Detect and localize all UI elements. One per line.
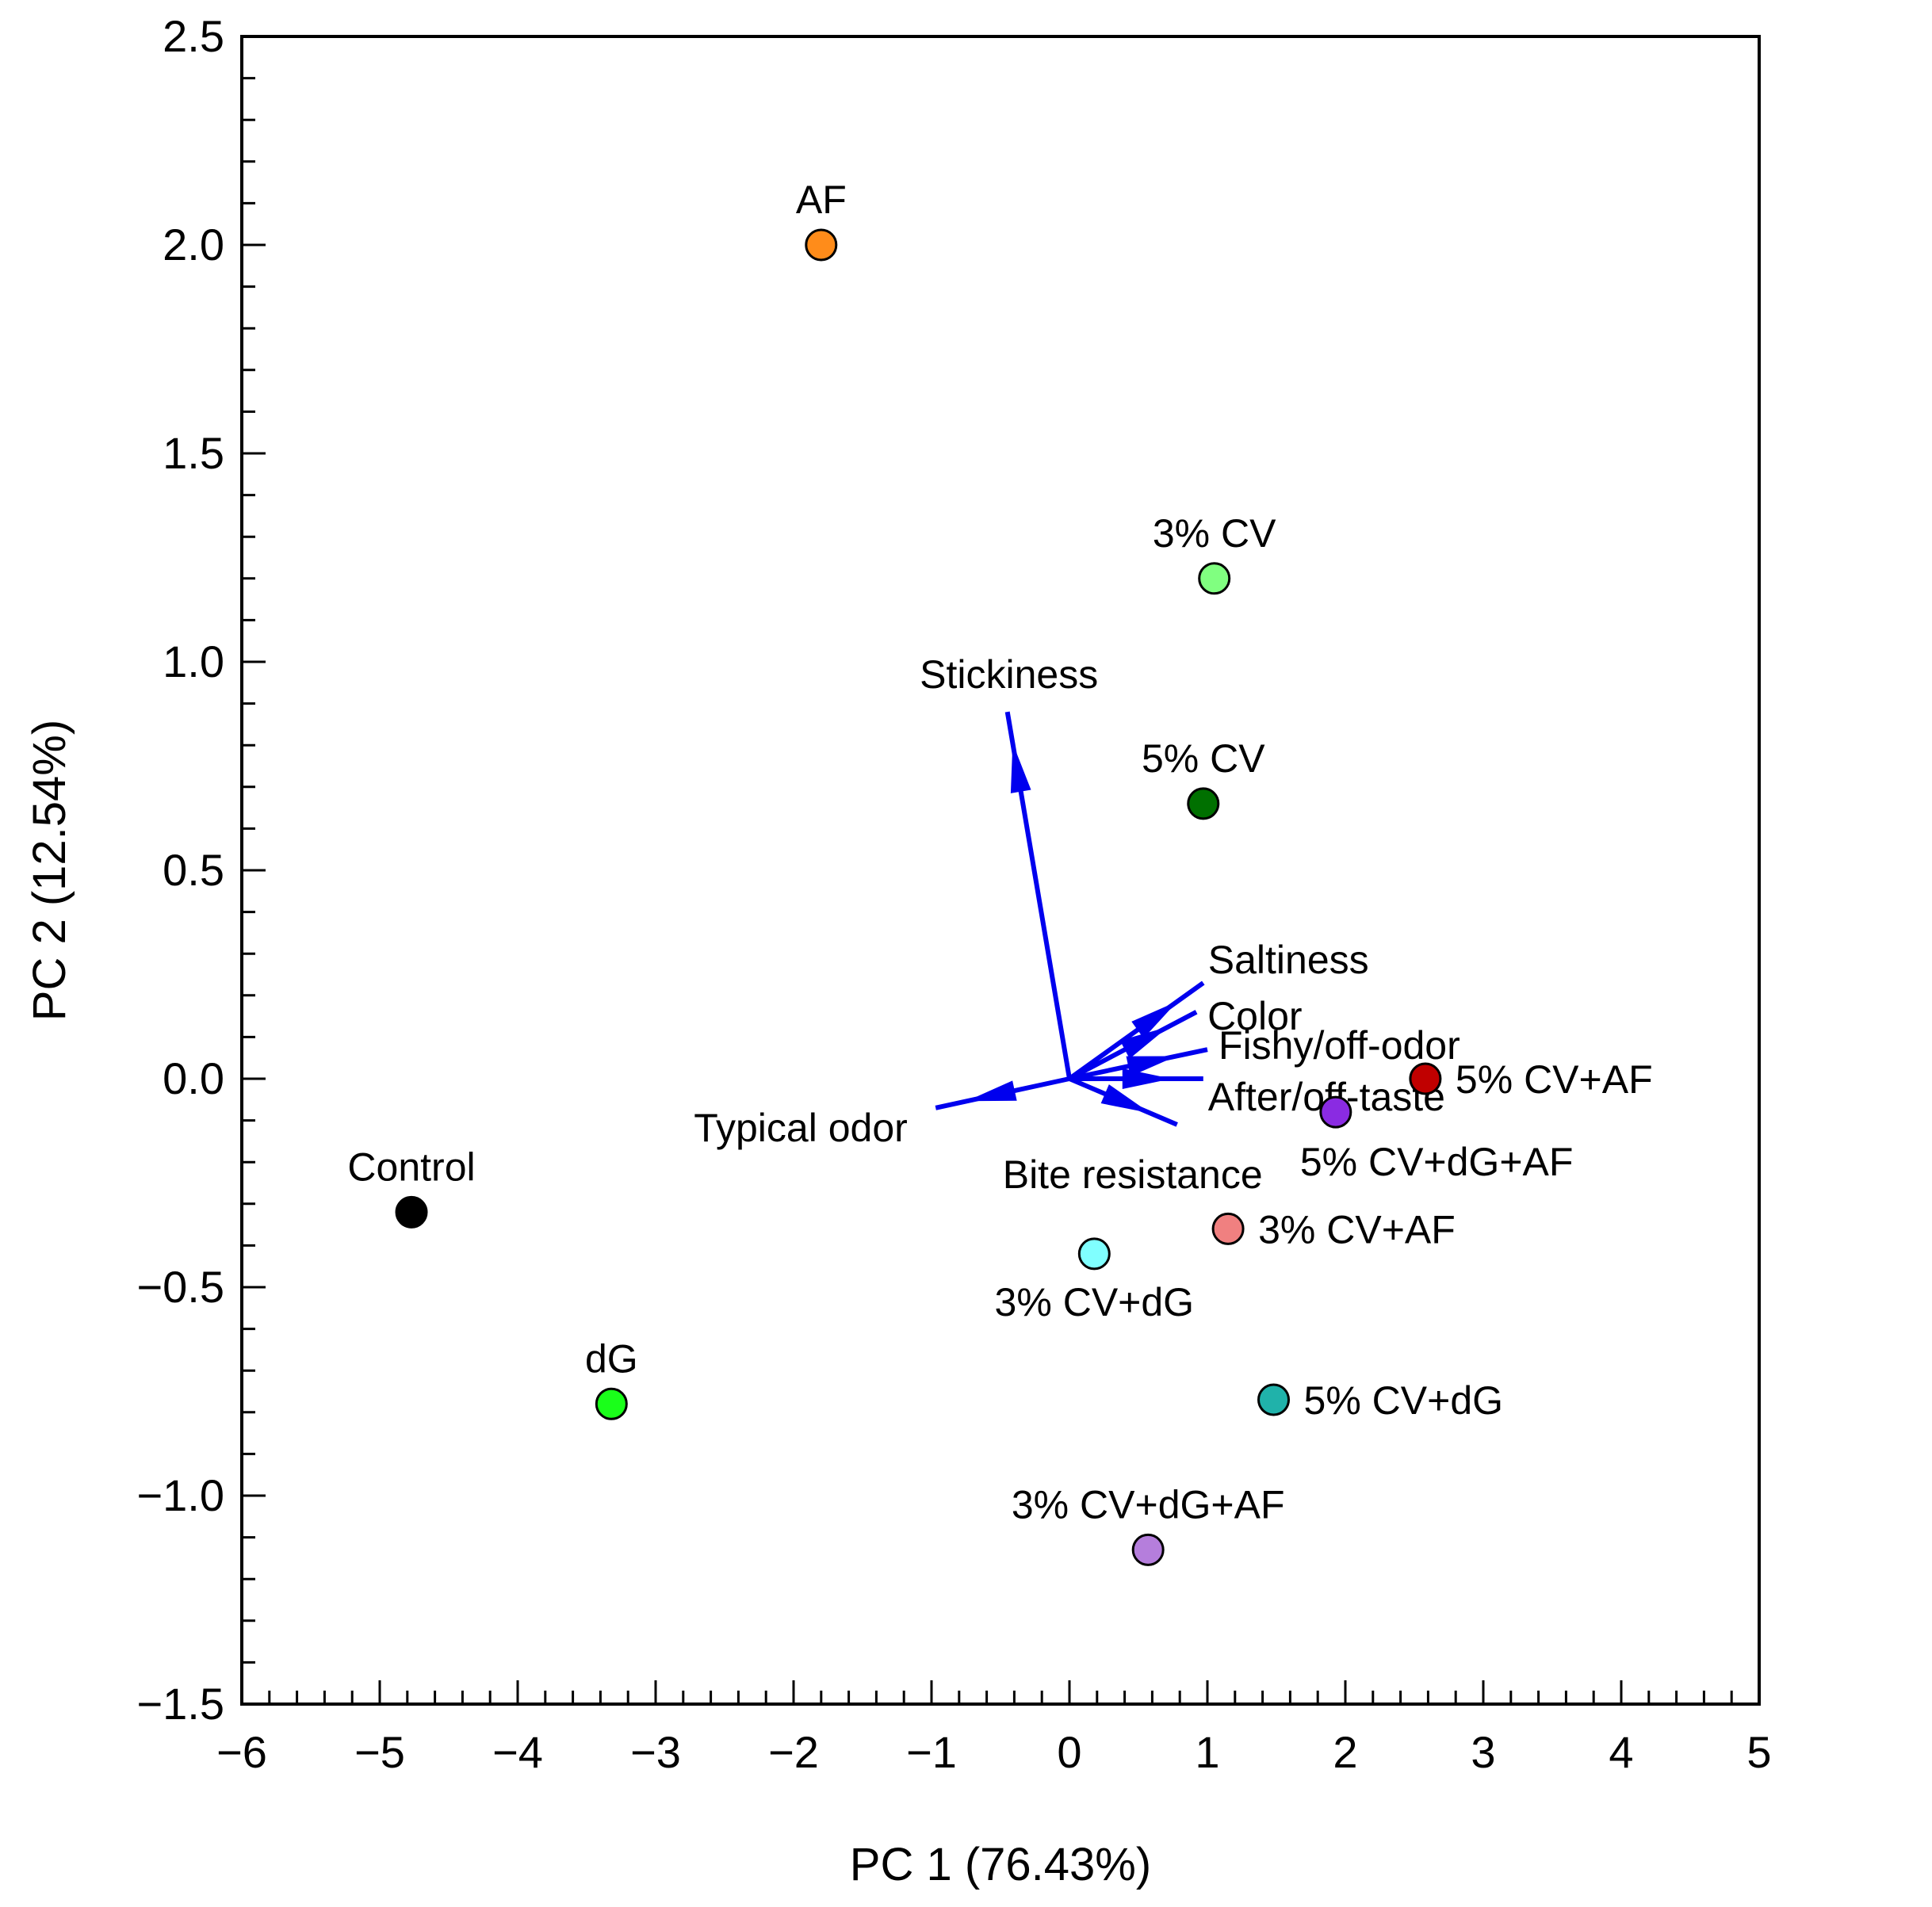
score-point (1131, 1533, 1165, 1566)
x-axis-title: PC 1 (76.43%) (850, 1839, 1151, 1890)
loading-vector-line (1068, 980, 1205, 1081)
x-tick-label: −5 (354, 1727, 405, 1777)
score-point (1198, 562, 1231, 595)
score-point-label: 3% CV+AF (1258, 1207, 1456, 1252)
y-axis-ticks: −1.5 −1.0 −0.5 0.0 0.5 1.0 1.5 2.0 2.5 (136, 11, 266, 1729)
plot-frame (240, 35, 1761, 1706)
y-tick-label: −1.0 (136, 1470, 224, 1520)
x-tick-label: 1 (1195, 1727, 1219, 1777)
loading-vectors: StickinessSaltinessColorFishy/off-odorAf… (694, 652, 1460, 1197)
score-point (395, 1195, 428, 1229)
loading-vector-arrowhead (1122, 1068, 1172, 1089)
x-tick-label: −2 (768, 1727, 819, 1777)
x-tick-label: −1 (906, 1727, 957, 1777)
score-point-label: 3% CV+dG+AF (1012, 1482, 1285, 1527)
score-point-label: 5% CV+AF (1456, 1057, 1653, 1102)
y-axis-title: PC 2 (12.54%) (24, 720, 75, 1021)
y-tick-label: 1.5 (163, 428, 224, 478)
x-tick-label: 3 (1471, 1727, 1495, 1777)
y-tick-label: 2.0 (163, 220, 224, 269)
score-point (595, 1387, 628, 1420)
loading-vector-label: Color (1207, 994, 1302, 1038)
loading-vector-arrowhead (966, 1080, 1017, 1102)
score-point (1409, 1062, 1442, 1095)
score-point (1257, 1383, 1291, 1416)
score-point-label: 5% CV (1142, 736, 1265, 781)
y-tick-label: −0.5 (136, 1262, 224, 1312)
score-point (1319, 1095, 1352, 1129)
y-tick-label: 1.0 (163, 636, 224, 686)
score-points: AF 3% CV 5% CV 5% CV+AF 5% CV+dG+AF 3% CV+AF 3… (347, 178, 1653, 1566)
score-point-label: 5% CV+dG (1304, 1378, 1504, 1423)
loading-vector-label: Saltiness (1208, 938, 1369, 982)
x-tick-label: 2 (1333, 1727, 1357, 1777)
x-tick-label: −3 (630, 1727, 681, 1777)
y-tick-label: 2.5 (163, 11, 224, 61)
score-point-label: AF (796, 178, 847, 222)
score-point (1077, 1237, 1111, 1271)
x-tick-label: 0 (1057, 1727, 1081, 1777)
score-point-label: 3% CV (1153, 511, 1276, 556)
loading-vector-label: Fishy/off-odor (1218, 1023, 1460, 1068)
score-point-label: dG (585, 1336, 638, 1381)
score-point (805, 228, 838, 262)
x-tick-label: −4 (492, 1727, 543, 1777)
loading-vector-arrowhead (1126, 1056, 1176, 1077)
y-tick-label: −1.5 (136, 1679, 224, 1729)
x-tick-label: 5 (1746, 1727, 1771, 1777)
loading-vector-arrowhead (1119, 1026, 1169, 1059)
score-point-label: 3% CV+dG (995, 1280, 1195, 1324)
loading-vector-arrowhead (1131, 1001, 1178, 1039)
x-tick-label: −6 (216, 1727, 267, 1777)
score-point-label: 5% CV+dG+AF (1300, 1140, 1574, 1184)
loading-vector-arrowhead (1010, 743, 1031, 793)
score-point (1211, 1212, 1245, 1245)
score-point-label: Control (347, 1145, 475, 1189)
x-tick-label: 4 (1609, 1727, 1633, 1777)
score-point (1187, 787, 1220, 820)
x-axis-ticks: −6 −5 −4 −3 −2 −1 0 1 2 3 4 5 (216, 1680, 1772, 1777)
loading-vector-label: Bite resistance (1003, 1152, 1263, 1197)
y-tick-label: 0.0 (163, 1053, 224, 1103)
y-tick-label: 0.5 (163, 845, 224, 895)
loading-vector-label: Stickiness (920, 652, 1098, 697)
loading-vector-label: Typical odor (694, 1106, 908, 1150)
loading-vector-arrowhead (1100, 1084, 1150, 1114)
